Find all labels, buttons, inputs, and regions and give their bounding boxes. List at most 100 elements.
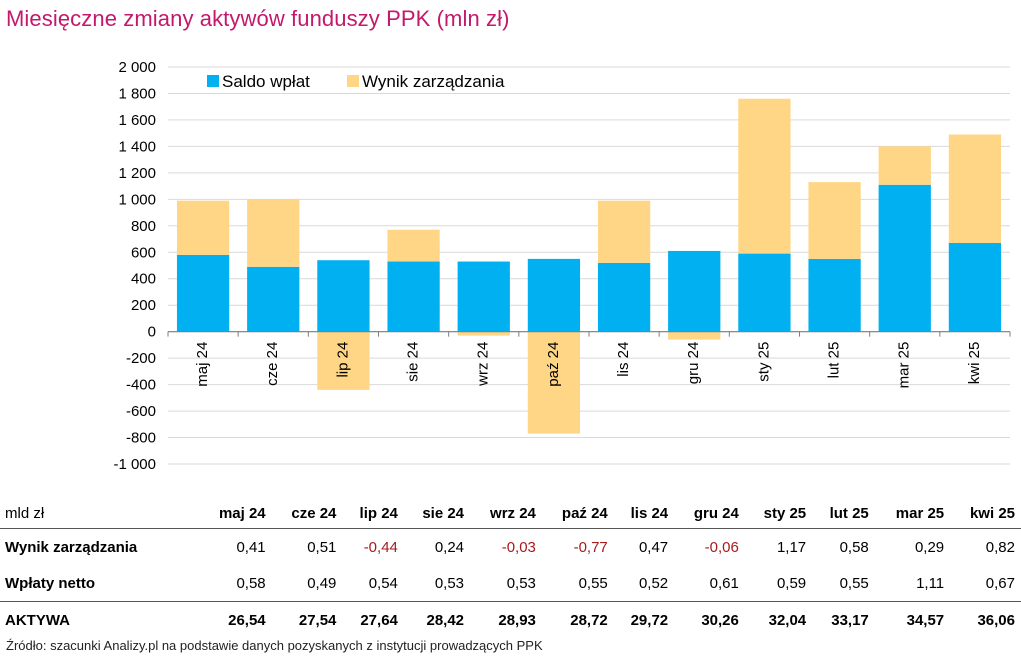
table-cell: 33,17 [812, 601, 875, 638]
table-cell: 28,72 [541, 601, 614, 638]
bar-segment [176, 254, 230, 332]
table-cell: 32,04 [744, 601, 813, 638]
table-cell: -0,44 [363, 538, 398, 556]
bar-segment [176, 200, 230, 255]
x-category-label: lis 24 [615, 342, 632, 377]
bar-segment [247, 266, 300, 332]
x-category-label: sty 25 [755, 342, 772, 382]
bar-segment [247, 199, 300, 267]
data-table: mld zł maj 24 cze 24 lip 24 sie 24 wrz 24 paź… [0, 498, 1021, 638]
axes: 2 000 1 800 1 600 1 400 1 200 1 000 800 600 400 2… [113, 59, 1011, 473]
bar-segment [878, 184, 931, 332]
x-category-label: paź 24 [545, 342, 562, 387]
table-cell: 0,41 [236, 538, 266, 556]
y-tick-label: 1 200 [118, 165, 156, 182]
table-cell: 30,26 [674, 601, 745, 638]
x-category-label: wrz 24 [475, 342, 492, 387]
y-tick-label: -400 [126, 377, 156, 394]
table-row: Wynik zarządzania 0,41 0,51 -0,44 0,24 -0,03 -… [0, 529, 1021, 566]
bar-segment [387, 261, 440, 332]
legend: Saldo wpłat Wynik zarządzania [207, 72, 505, 91]
x-category-label: gru 24 [685, 342, 702, 385]
y-tick-label: 2 000 [118, 59, 156, 76]
table-cell: 0,52 [638, 574, 669, 592]
table-cell: 1,11 [916, 574, 945, 592]
bar-segment [527, 258, 581, 332]
y-tick-label: 400 [131, 271, 156, 288]
legend-label: Wynik zarządzania [362, 72, 505, 91]
table-row: AKTYWA 26,54 27,54 27,64 28,42 28,93 28,72 29,7… [0, 601, 1021, 638]
bar-segment [948, 243, 1002, 332]
table-cell: 0,67 [985, 574, 1015, 592]
table-header-row: mld zł maj 24 cze 24 lip 24 sie 24 wrz 24 paź… [0, 498, 1021, 529]
y-tick-label: 1 800 [118, 85, 156, 102]
bar-segment [668, 331, 721, 340]
source-note: Źródło: szacunki Analizy.pl na podstawie… [6, 638, 543, 653]
y-tick-label: -600 [126, 403, 156, 420]
table-body: Wynik zarządzania 0,41 0,51 -0,44 0,24 -0,03 -… [0, 529, 1021, 638]
table-cell: 27,64 [342, 601, 404, 638]
y-tick-label: 1 400 [118, 138, 156, 155]
table-cell: -0,06 [704, 538, 739, 556]
table-column-header: paź 24 [541, 498, 614, 529]
table-cell: 26,54 [198, 601, 272, 638]
y-tick-label: -800 [126, 430, 156, 447]
y-tick-label: 800 [131, 218, 156, 235]
bar-segment [317, 260, 370, 332]
table-cell: 0,51 [307, 538, 337, 556]
table-cell: 0,61 [709, 574, 739, 592]
y-tick-label: 600 [131, 244, 156, 261]
bar-segment [597, 262, 651, 332]
x-category-label: cze 24 [264, 342, 281, 386]
table-cell: 34,57 [874, 601, 951, 638]
table-cell: 0,58 [236, 574, 266, 592]
x-category-label: sie 24 [405, 342, 422, 382]
table-cell: 36,06 [950, 601, 1021, 638]
table-cell: 28,42 [403, 601, 471, 638]
table-cell: 0,54 [368, 574, 398, 592]
y-tick-label: 1 000 [118, 191, 156, 208]
bar-segment [808, 182, 861, 259]
table-cell: 0,55 [578, 574, 608, 592]
legend-label: Saldo wpłat [222, 72, 310, 91]
table-cell: 0,59 [776, 574, 807, 592]
bar-segment [457, 261, 510, 332]
bar-segment [527, 331, 581, 434]
bar-segment [317, 331, 370, 390]
table-column-header: sty 25 [744, 498, 813, 529]
table-column-header: lip 24 [342, 498, 404, 529]
table-cell: 0,47 [638, 538, 669, 556]
bar-segment [597, 200, 651, 263]
bar-segment [387, 229, 440, 262]
x-category-label: maj 24 [194, 342, 211, 387]
x-category-label: lip 24 [334, 342, 351, 378]
table-cell: 0,82 [985, 538, 1015, 556]
table-cell: 0,53 [506, 574, 536, 592]
x-category-label: mar 25 [896, 342, 913, 389]
bars [176, 98, 1002, 434]
table-cell: 1,17 [776, 538, 807, 556]
table-column-header: kwi 25 [950, 498, 1021, 529]
table-row-label: AKTYWA [0, 601, 199, 638]
table-cell: 0,49 [307, 574, 337, 592]
table-column-header: mar 25 [874, 498, 951, 529]
table-cell: 0,29 [914, 538, 945, 556]
table-column-header: wrz 24 [470, 498, 542, 529]
y-tick-label: -1 000 [113, 456, 156, 473]
table-cell: 28,93 [470, 601, 542, 638]
bar-segment [738, 253, 791, 332]
table-row: Wpłaty netto 0,58 0,49 0,54 0,53 0,53 0,55 0,52… [0, 565, 1021, 602]
y-tick-label: 200 [131, 297, 156, 314]
x-category-label: kwi 25 [966, 342, 983, 385]
chart-title: Miesięczne zmiany aktywów funduszy PPK (… [6, 6, 510, 31]
bar-segment [878, 146, 931, 185]
table-column-header: maj 24 [198, 498, 272, 529]
stacked-bar-chart: 2 000 1 800 1 600 1 400 1 200 1 000 800 600 400 2… [113, 59, 1011, 473]
table-row-label: Wynik zarządzania [5, 538, 138, 556]
x-category-label: lut 25 [826, 342, 843, 379]
table-cell: -0,77 [573, 538, 608, 556]
bar-segment [808, 258, 861, 332]
table-column-header: lis 24 [613, 498, 675, 529]
y-tick-label: 1 600 [118, 112, 156, 129]
table-cell: 0,24 [434, 538, 465, 556]
